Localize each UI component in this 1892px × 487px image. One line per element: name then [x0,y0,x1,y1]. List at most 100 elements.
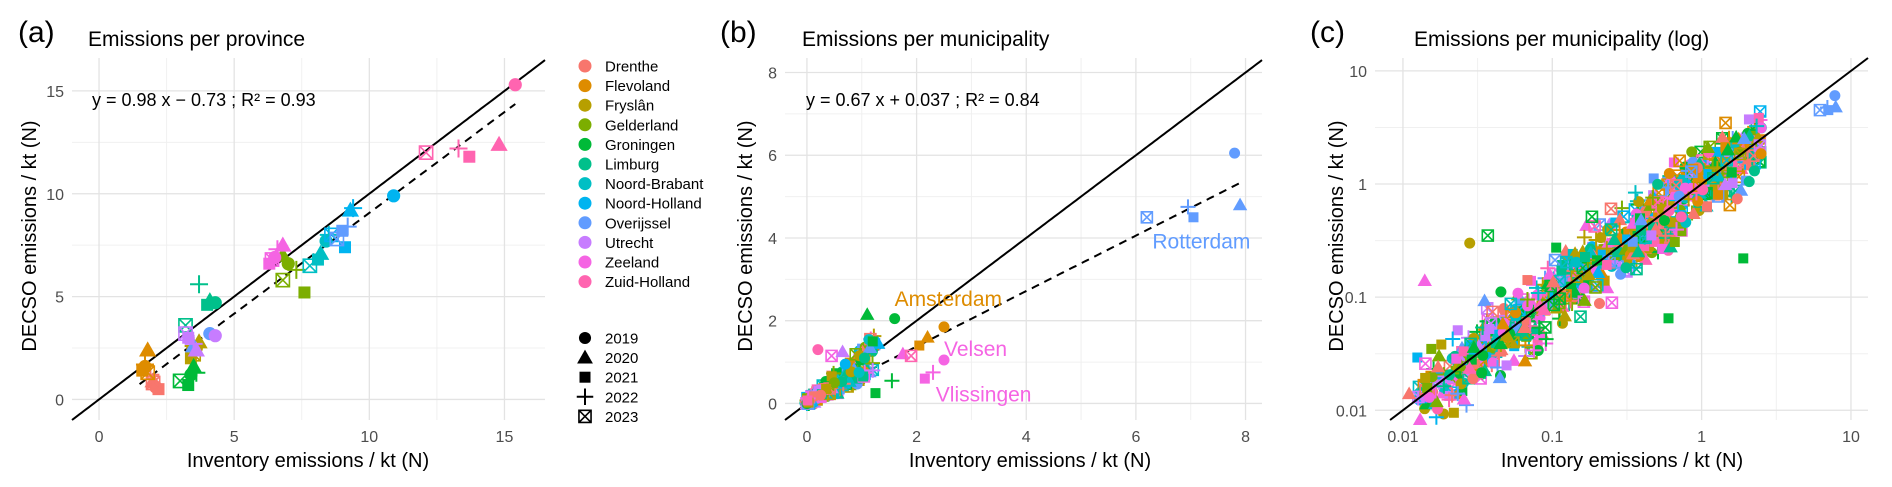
data-point [1401,386,1417,400]
data-point [1649,236,1660,247]
y-tick-label: 4 [768,231,777,248]
data-point [1597,249,1608,260]
data-point [1660,179,1676,195]
data-point [449,139,468,158]
data-point [1487,357,1499,369]
legend-label: Gelderland [605,117,678,134]
data-point [329,231,345,247]
data-point [1731,193,1743,205]
data-point [298,286,311,299]
data-point [825,349,838,363]
y-tick-label: 0.01 [1336,403,1367,420]
data-point [895,346,911,360]
y-tick-label: 0.1 [1345,290,1367,307]
data-point [1556,265,1567,276]
data-point [1676,226,1687,237]
legend-swatch [578,235,592,249]
data-point [1522,275,1533,286]
data-point [1692,195,1704,207]
legend-swatch [578,196,592,210]
data-point [1431,348,1447,362]
data-point [1436,378,1452,394]
panel-c-ticks: 0.01 0.1 1 10 0.01 0.1 1 10 [1336,64,1860,446]
data-point [1663,167,1675,179]
data-point [1519,292,1535,308]
y-tick-label: 2 [768,314,777,331]
data-point [1612,212,1628,226]
legend-swatch [578,255,592,269]
panel-b-ylabel: DECSO emissions / kt (N) [735,120,757,351]
data-point [1429,394,1444,408]
data-point [1467,373,1479,385]
data-point [1560,255,1573,269]
y-tick-label: 5 [55,290,64,307]
panel-a-ticks: 0 5 10 15 0 5 10 15 [46,84,513,446]
x-tick-label: 0.1 [1541,429,1563,446]
data-point [418,145,434,161]
legend-swatch [578,275,592,289]
legend-shape-square [579,371,591,383]
data-point [858,371,869,382]
data-point [1622,255,1633,266]
data-point [1546,274,1561,288]
legend-shape-circle [578,331,592,345]
data-point [1577,293,1592,306]
data-point [1466,354,1477,365]
data-point [1646,230,1657,241]
data-point [919,373,930,384]
panel-b: (b) Emissions per municipality 0 2 4 6 8 0 2 4 6… [720,16,1263,472]
legend-shape-triangle [577,349,593,364]
data-point [1654,219,1665,230]
data-point [1536,302,1552,316]
data-point [1627,236,1638,247]
data-point [275,272,291,288]
legend-label: 2021 [605,370,638,387]
legend-label: 2019 [605,331,638,348]
y-tick-label: 0 [55,392,64,409]
data-point [860,307,875,320]
data-point [1720,142,1731,153]
data-point [1557,308,1572,322]
data-point [1813,103,1827,117]
data-point [1686,206,1701,220]
data-point [1495,316,1511,330]
data-point [1679,182,1691,194]
x-tick-label: 1 [1697,429,1706,446]
data-point [1592,255,1603,266]
data-point [1729,141,1740,152]
data-point [184,357,203,374]
data-point [1557,259,1568,270]
data-point [1521,331,1532,342]
legend-label: Fryslân [605,98,654,115]
data-point [1701,201,1712,212]
data-point [338,217,357,236]
data-point [1576,229,1592,245]
data-point [1733,183,1749,196]
panel-b-equation: y = 0.67 x + 0.037 ; R² = 0.84 [806,90,1040,110]
legend-label: Zuid-Holland [605,274,690,291]
panel-a-title: Emissions per province [88,28,305,51]
data-point [1663,205,1675,217]
data-point [1423,391,1435,403]
panel-a-grid [72,58,545,420]
annotation-label: Rotterdam [1152,230,1250,253]
legend-swatch [578,216,592,230]
data-point [508,78,522,92]
legend-label: 2023 [605,409,638,426]
data-point [802,395,813,406]
legend-label: Noord-Holland [605,196,702,213]
data-point [1639,241,1650,252]
data-point [1464,237,1476,249]
x-tick-label: 5 [230,429,239,446]
data-point [387,189,401,203]
data-point [336,224,349,237]
data-point [1486,305,1499,319]
data-point [302,258,318,274]
data-point [178,326,193,342]
panel-b-title: Emissions per municipality [802,28,1050,51]
data-point [1452,325,1463,336]
data-point [1476,367,1488,379]
data-point [1719,116,1732,130]
data-point [1466,340,1482,353]
data-point [1829,90,1841,102]
